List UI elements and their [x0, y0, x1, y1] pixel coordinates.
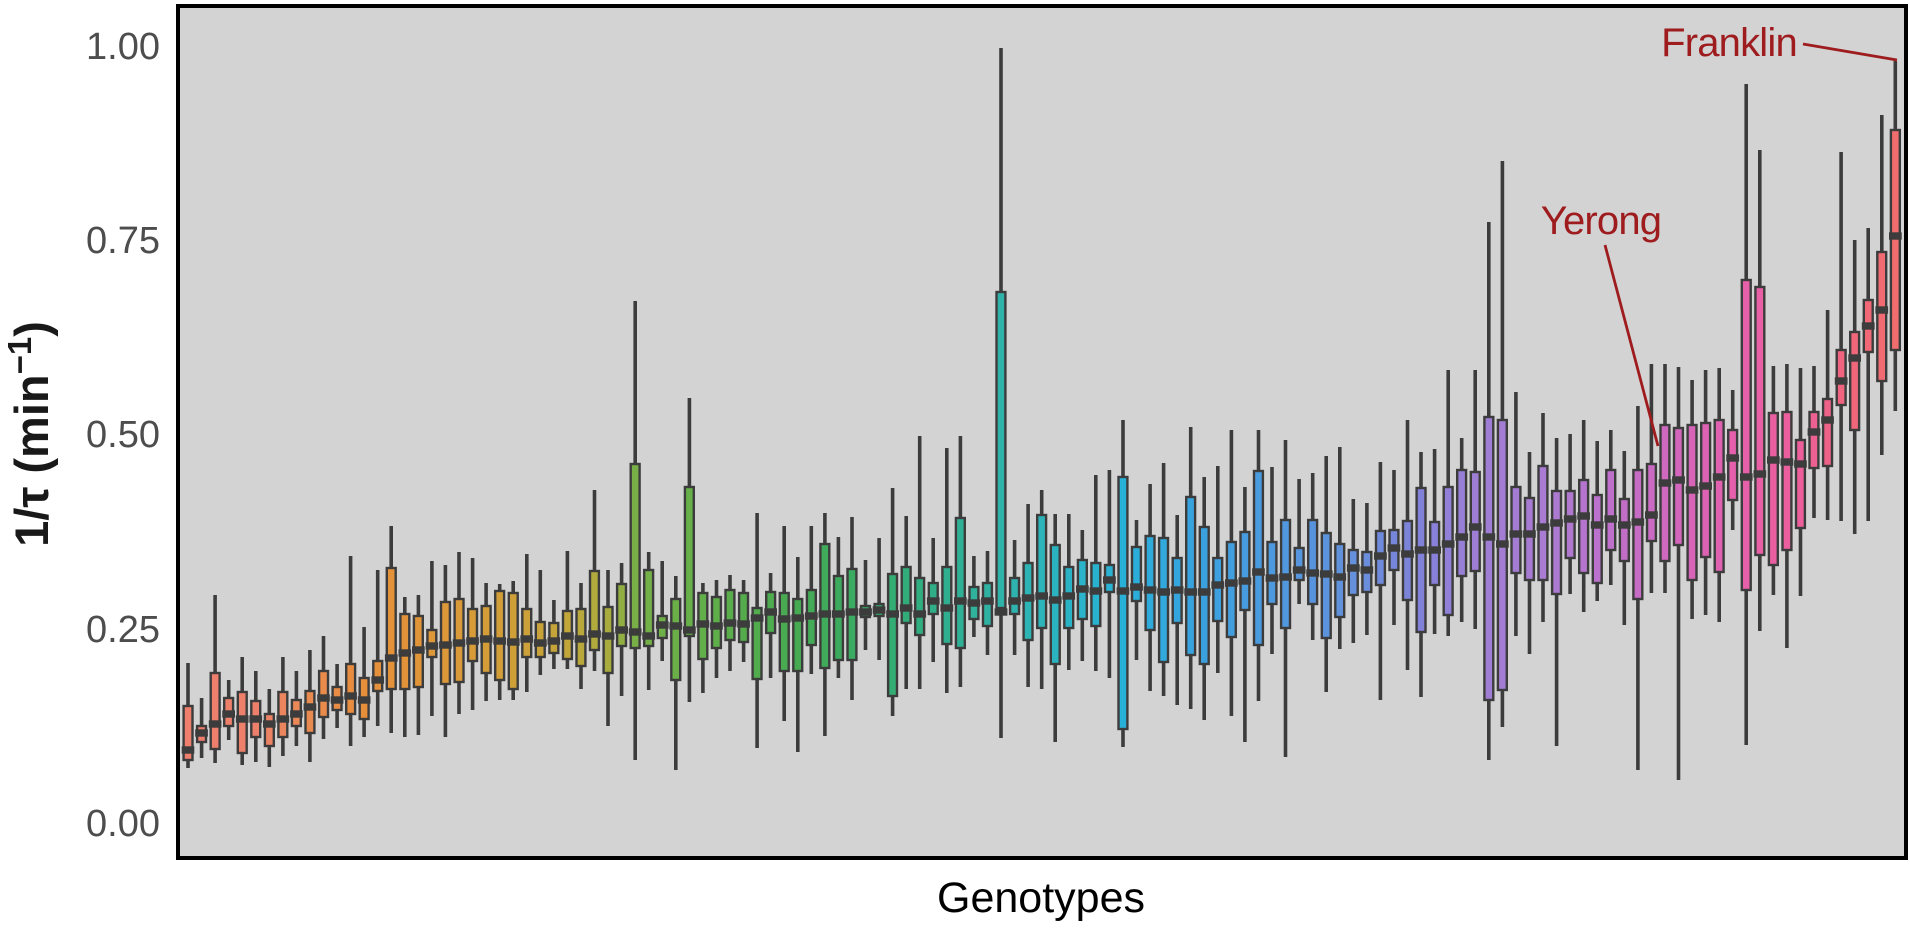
svg-text:1/τ (min−1): 1/τ (min−1) [1, 321, 58, 547]
svg-text:Yerong: Yerong [1541, 199, 1662, 243]
svg-text:0.25: 0.25 [86, 609, 160, 651]
svg-text:1.00: 1.00 [86, 26, 160, 68]
svg-text:0.00: 0.00 [86, 803, 160, 845]
svg-text:Franklin: Franklin [1661, 21, 1797, 65]
svg-text:0.75: 0.75 [86, 220, 160, 262]
svg-text:Genotypes: Genotypes [937, 874, 1145, 922]
svg-text:0.50: 0.50 [86, 414, 160, 456]
